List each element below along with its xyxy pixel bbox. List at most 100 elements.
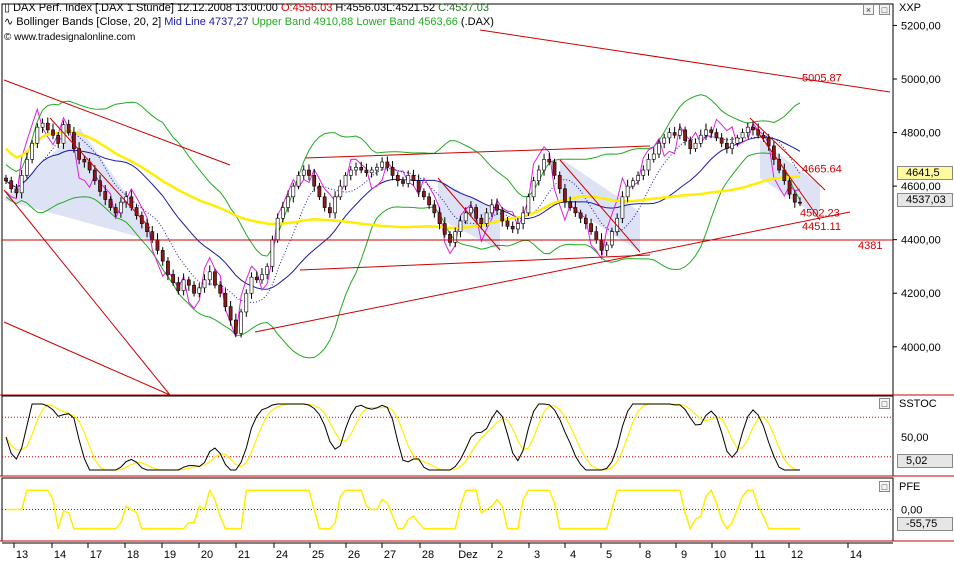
x-tick-label: 14 xyxy=(54,549,66,561)
trend-line xyxy=(3,321,171,396)
close-value: C:4537.03 xyxy=(438,2,489,14)
candle-body xyxy=(432,204,437,214)
candle-body xyxy=(207,271,212,281)
candle-body xyxy=(542,159,546,171)
x-tick-label: 19 xyxy=(164,549,176,561)
candle-body xyxy=(280,207,285,219)
x-tick-label: Dez xyxy=(458,549,478,561)
sstoc-panel-tag: SSTOC xyxy=(899,398,937,410)
candle-body xyxy=(448,234,452,243)
candle-body xyxy=(547,159,552,163)
maximize-pfe-button[interactable]: □ xyxy=(879,481,890,492)
bollinger-icon: ∿ xyxy=(4,16,17,28)
candle-body xyxy=(589,223,593,232)
candle-body xyxy=(792,193,797,203)
candle-body xyxy=(213,271,217,286)
trend-line xyxy=(479,29,891,93)
candle-body xyxy=(725,142,729,149)
candle-body xyxy=(119,201,123,214)
candle-body xyxy=(714,132,719,139)
candle-body xyxy=(343,175,348,187)
candle-body xyxy=(202,279,207,289)
candle-body xyxy=(4,177,8,182)
candle-body xyxy=(333,196,337,214)
x-tick-label: 9 xyxy=(681,549,687,561)
y-tick-label: 4800,00 xyxy=(901,128,941,140)
x-tick-label: 24 xyxy=(276,549,288,561)
candle-body xyxy=(500,209,505,222)
candle-body xyxy=(495,204,499,211)
candle-body xyxy=(458,220,463,232)
candle-body xyxy=(573,207,578,214)
candle-body xyxy=(474,207,478,219)
upper-band-label: Upper Band 4910,88 xyxy=(251,16,354,28)
candle-body xyxy=(72,132,76,149)
candle-body xyxy=(160,250,165,262)
candle-body xyxy=(751,126,755,131)
x-tick-label: 13 xyxy=(16,549,28,561)
price-annotation: 4381 xyxy=(858,240,882,252)
candle-body xyxy=(390,167,395,176)
pfe-panel-tag: PFE xyxy=(899,481,921,493)
x-tick-label: 4 xyxy=(570,549,576,561)
candle-body xyxy=(296,175,301,187)
x-tick-label: 14 xyxy=(850,549,862,561)
candle-body xyxy=(275,217,280,240)
candle-body xyxy=(108,199,113,208)
candle-body xyxy=(92,169,97,182)
trend-line xyxy=(49,117,151,229)
trend-line xyxy=(749,117,826,191)
close-panel-button[interactable]: × xyxy=(863,4,874,15)
x-tick-label: 8 xyxy=(645,549,651,561)
candle-body xyxy=(479,217,484,224)
candle-body xyxy=(442,223,447,235)
candle-body xyxy=(171,274,176,283)
candle-body xyxy=(620,196,625,219)
candle-body xyxy=(30,142,34,160)
candle-body xyxy=(244,292,249,313)
candle-body xyxy=(463,212,468,222)
x-tick-label: 17 xyxy=(90,549,102,561)
candle-body xyxy=(56,134,61,144)
candle-body xyxy=(798,201,802,204)
x-tick-label: 12 xyxy=(791,549,803,561)
candle-body xyxy=(536,169,541,182)
candle-body xyxy=(286,196,290,208)
candle-body xyxy=(19,175,24,194)
candle-body xyxy=(14,188,19,194)
price-annotation: 4502.23 xyxy=(800,207,840,219)
main-panel-tag: XXP xyxy=(899,2,922,14)
trend-line xyxy=(437,177,501,251)
candle-body xyxy=(181,279,186,291)
candle-body xyxy=(745,126,750,133)
candle-body xyxy=(735,137,740,144)
candle-body xyxy=(317,185,322,198)
candle-icon: ▯ xyxy=(4,2,14,14)
candle-body xyxy=(249,276,254,294)
candle-body xyxy=(641,169,646,176)
candle-body xyxy=(505,220,510,227)
candle-body xyxy=(186,279,191,286)
x-tick-label: 3 xyxy=(534,549,540,561)
indicator-legend: ∿ Bollinger Bands [Close, 20, 2] Mid Lin… xyxy=(4,16,494,29)
candle-body xyxy=(385,161,390,168)
x-tick-label: 11 xyxy=(754,549,765,561)
candle-body xyxy=(312,175,317,187)
sstoc-value-box: 5,02 xyxy=(897,454,953,468)
candle-body xyxy=(25,159,29,176)
candle-body xyxy=(239,311,243,334)
candle-body xyxy=(354,167,358,171)
candle-body xyxy=(521,212,526,224)
x-tick-label: 2 xyxy=(497,549,503,561)
pfe-value-box: -55,75 xyxy=(897,517,953,531)
maximize-sstoc-button[interactable]: □ xyxy=(879,398,890,409)
lower-band-line xyxy=(5,152,801,359)
x-tick-label: 20 xyxy=(201,549,213,561)
maximize-panel-button[interactable]: □ xyxy=(879,4,890,15)
candle-body xyxy=(35,126,40,144)
candle-body xyxy=(693,142,698,149)
candle-body xyxy=(489,204,494,214)
magenta-line xyxy=(5,107,801,338)
candle-body xyxy=(223,292,228,307)
